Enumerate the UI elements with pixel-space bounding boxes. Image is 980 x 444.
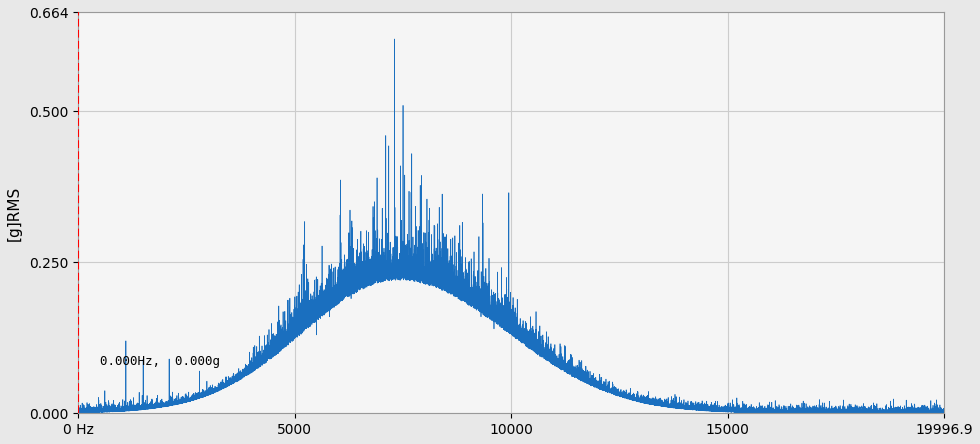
Y-axis label: [g]RMS: [g]RMS <box>7 185 22 241</box>
Text: 0.000Hz,  0.000g: 0.000Hz, 0.000g <box>100 355 220 368</box>
